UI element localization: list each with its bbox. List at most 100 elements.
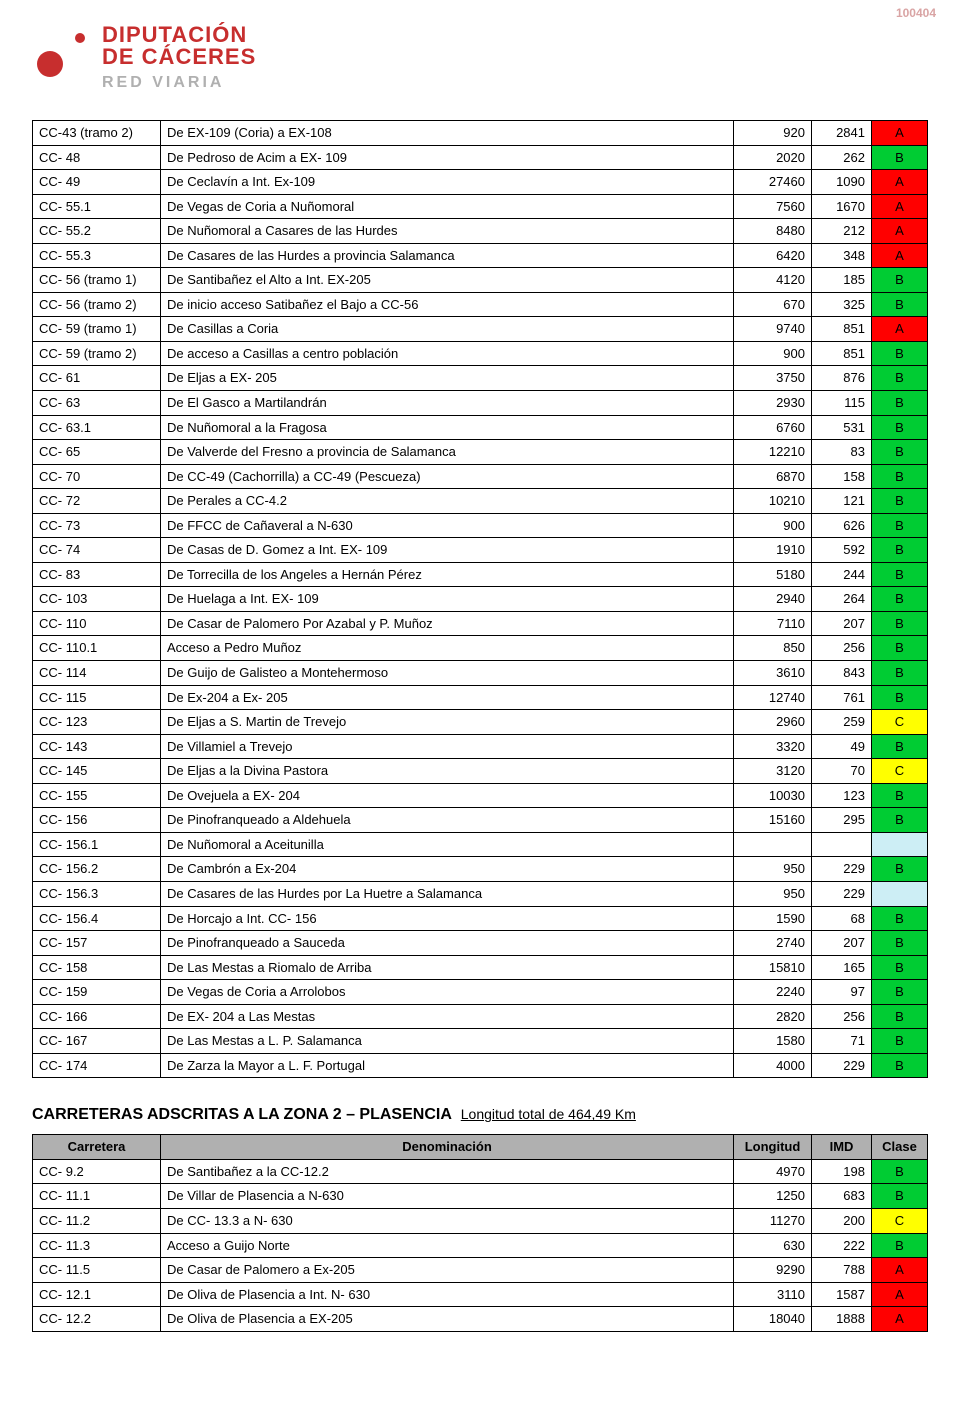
- table-row: CC- 166De EX- 204 a Las Mestas2820256B: [33, 1004, 928, 1029]
- table-row: CC- 72De Perales a CC-4.210210121B: [33, 489, 928, 514]
- cell-code: CC- 11.5: [33, 1258, 161, 1283]
- cell-imd: 259: [812, 710, 872, 735]
- cell-code: CC- 49: [33, 170, 161, 195]
- cell-code: CC- 115: [33, 685, 161, 710]
- cell-imd: 256: [812, 636, 872, 661]
- cell-class: B: [872, 391, 928, 416]
- cell-long: 6760: [734, 415, 812, 440]
- cell-class: A: [872, 121, 928, 146]
- cell-imd: 843: [812, 661, 872, 686]
- cell-name: De Vegas de Coria a Arrolobos: [161, 980, 734, 1005]
- table-row: CC- 156.1De Nuñomoral a Aceitunilla: [33, 832, 928, 857]
- cell-code: CC- 123: [33, 710, 161, 735]
- cell-code: CC- 156.4: [33, 906, 161, 931]
- table-row: CC- 156.4De Horcajo a Int. CC- 156159068…: [33, 906, 928, 931]
- cell-long: 920: [734, 121, 812, 146]
- cell-class: B: [872, 145, 928, 170]
- table-row: CC- 11.1De Villar de Plasencia a N-63012…: [33, 1184, 928, 1209]
- cell-code: CC- 114: [33, 661, 161, 686]
- cell-class: B: [872, 292, 928, 317]
- cell-imd: 1888: [812, 1307, 872, 1332]
- cell-imd: 348: [812, 243, 872, 268]
- cell-name: De Huelaga a Int. EX- 109: [161, 587, 734, 612]
- cell-name: De Pinofranqueado a Sauceda: [161, 931, 734, 956]
- page-header: DIPUTACIÓN DE CÁCERES RED VIARIA: [32, 24, 928, 92]
- cell-code: CC- 110: [33, 611, 161, 636]
- cell-long: 8480: [734, 219, 812, 244]
- cell-long: 1580: [734, 1029, 812, 1054]
- table-row: CC- 49De Ceclavín a Int. Ex-109274601090…: [33, 170, 928, 195]
- cell-code: CC- 59 (tramo 1): [33, 317, 161, 342]
- cell-imd: 212: [812, 219, 872, 244]
- page-number: 100404: [896, 6, 936, 20]
- cell-imd: 49: [812, 734, 872, 759]
- th-class: Clase: [872, 1135, 928, 1160]
- cell-name: De Pedroso de Acim a EX- 109: [161, 145, 734, 170]
- cell-code: CC- 74: [33, 538, 161, 563]
- table-row: CC- 9.2De Santibañez a la CC-12.24970198…: [33, 1159, 928, 1184]
- cell-code: CC- 63.1: [33, 415, 161, 440]
- cell-imd: 70: [812, 759, 872, 784]
- table-row: CC- 156De Pinofranqueado a Aldehuela1516…: [33, 808, 928, 833]
- cell-class: A: [872, 1282, 928, 1307]
- cell-class: B: [872, 513, 928, 538]
- cell-imd: 262: [812, 145, 872, 170]
- cell-imd: 158: [812, 464, 872, 489]
- table-row: CC- 55.3De Casares de las Hurdes a provi…: [33, 243, 928, 268]
- cell-name: De Cambrón a Ex-204: [161, 857, 734, 882]
- table-row: CC- 11.5De Casar de Palomero a Ex-205929…: [33, 1258, 928, 1283]
- cell-name: De Perales a CC-4.2: [161, 489, 734, 514]
- cell-code: CC- 55.1: [33, 194, 161, 219]
- cell-name: De Ovejuela a EX- 204: [161, 783, 734, 808]
- cell-long: [734, 832, 812, 857]
- cell-class: A: [872, 1307, 928, 1332]
- roads-table-2: Carretera Denominación Longitud IMD Clas…: [32, 1134, 928, 1331]
- cell-long: 5180: [734, 562, 812, 587]
- cell-long: 7110: [734, 611, 812, 636]
- cell-class: B: [872, 685, 928, 710]
- cell-class: B: [872, 341, 928, 366]
- cell-class: B: [872, 464, 928, 489]
- cell-code: CC- 157: [33, 931, 161, 956]
- cell-name: De Casares de las Hurdes por La Huetre a…: [161, 881, 734, 906]
- roads-table-1: CC-43 (tramo 2)De EX-109 (Coria) a EX-10…: [32, 120, 928, 1078]
- logo-icon: [32, 28, 92, 81]
- cell-class: A: [872, 170, 928, 195]
- cell-imd: 200: [812, 1208, 872, 1233]
- cell-class: A: [872, 317, 928, 342]
- cell-name: De Casillas a Coria: [161, 317, 734, 342]
- cell-name: De Casares de las Hurdes a provincia Sal…: [161, 243, 734, 268]
- th-imd: IMD: [812, 1135, 872, 1160]
- cell-imd: 2841: [812, 121, 872, 146]
- cell-long: 6420: [734, 243, 812, 268]
- cell-class: B: [872, 661, 928, 686]
- cell-long: 2740: [734, 931, 812, 956]
- cell-code: CC- 48: [33, 145, 161, 170]
- cell-long: 3750: [734, 366, 812, 391]
- cell-imd: 207: [812, 931, 872, 956]
- cell-name: De Ex-204 a Ex- 205: [161, 685, 734, 710]
- cell-code: CC- 73: [33, 513, 161, 538]
- cell-long: 10210: [734, 489, 812, 514]
- table-row: CC- 11.2De CC- 13.3 a N- 63011270200C: [33, 1208, 928, 1233]
- cell-long: 3320: [734, 734, 812, 759]
- cell-code: CC- 155: [33, 783, 161, 808]
- table-row: CC- 56 (tramo 1)De Santibañez el Alto a …: [33, 268, 928, 293]
- cell-code: CC- 72: [33, 489, 161, 514]
- cell-imd: 244: [812, 562, 872, 587]
- cell-name: De Santibañez a la CC-12.2: [161, 1159, 734, 1184]
- cell-imd: 229: [812, 857, 872, 882]
- cell-name: De Nuñomoral a Aceitunilla: [161, 832, 734, 857]
- cell-class: B: [872, 366, 928, 391]
- cell-long: 3110: [734, 1282, 812, 1307]
- cell-class: B: [872, 587, 928, 612]
- table-row: CC- 55.2De Nuñomoral a Casares de las Hu…: [33, 219, 928, 244]
- table-row: CC- 145De Eljas a la Divina Pastora31207…: [33, 759, 928, 784]
- cell-code: CC- 158: [33, 955, 161, 980]
- cell-class: B: [872, 734, 928, 759]
- cell-name: De Eljas a S. Martin de Trevejo: [161, 710, 734, 735]
- cell-imd: 295: [812, 808, 872, 833]
- cell-long: 10030: [734, 783, 812, 808]
- cell-imd: 222: [812, 1233, 872, 1258]
- table-row: CC- 55.1De Vegas de Coria a Nuñomoral756…: [33, 194, 928, 219]
